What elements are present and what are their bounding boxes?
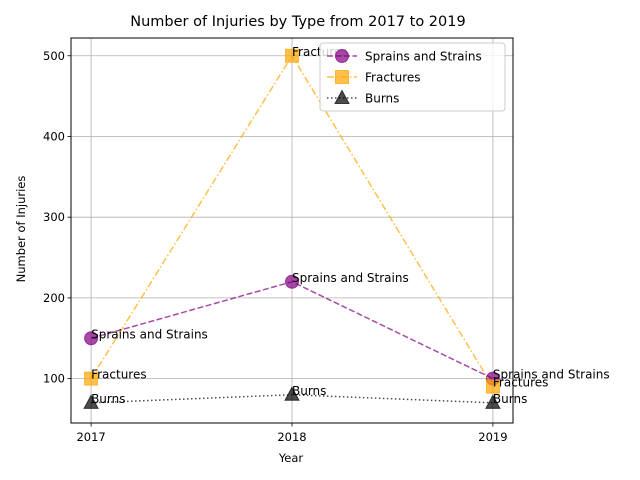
data-point-fractures	[84, 371, 99, 386]
legend-box	[319, 42, 506, 112]
point-label: Fractures	[91, 368, 147, 382]
legend-label-fractures: Fractures	[365, 71, 421, 85]
legend-label-sprains-and-strains: Sprains and Strains	[365, 50, 482, 64]
data-point-burns	[485, 394, 501, 409]
chart-title: Number of Injuries by Type from 2017 to …	[130, 14, 465, 30]
y-tick-label: 300	[43, 210, 65, 224]
y-tick-label: 400	[43, 129, 65, 143]
point-label: Sprains and Strains	[493, 368, 610, 382]
data-point-sprains-and-strains	[84, 331, 99, 346]
x-tick-label: 2019	[478, 430, 507, 444]
y-tick-label: 500	[43, 49, 65, 63]
y-tick-label: 100	[43, 372, 65, 386]
data-point-burns	[284, 386, 300, 401]
point-label: Burns	[91, 392, 125, 406]
data-point-sprains-and-strains	[285, 274, 299, 289]
legend-label-burns: Burns	[365, 92, 399, 106]
legend-marker-fractures	[335, 70, 349, 84]
data-point-fractures	[285, 48, 299, 63]
series-burns	[83, 386, 501, 409]
y-axis-label: Number of Injuries	[14, 176, 28, 283]
x-tick-label: 2017	[76, 430, 105, 444]
series-layer	[83, 48, 501, 409]
point-label: Burns	[292, 384, 326, 398]
legend-marker-burns	[334, 89, 350, 104]
point-label: Burns	[493, 392, 527, 406]
point-label: Sprains and Strains	[91, 327, 208, 341]
point-label: Sprains and Strains	[292, 271, 409, 285]
point-label: Fractures	[493, 376, 549, 390]
legend: Sprains and Strains Fractures Burns	[319, 42, 506, 112]
y-tick-label: 200	[43, 291, 65, 305]
x-tick-label: 2018	[277, 430, 306, 444]
data-point-fractures	[485, 379, 500, 394]
data-point-burns	[83, 394, 99, 409]
ticks: 2017 2018 2019 100 200 300 400 500	[43, 49, 508, 444]
x-axis-label: Year	[278, 451, 304, 465]
series-fractures	[84, 48, 500, 394]
legend-marker-sprains-and-strains	[335, 49, 349, 63]
